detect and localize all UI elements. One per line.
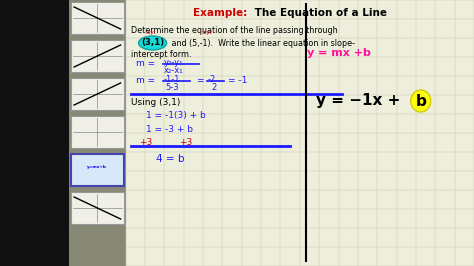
Ellipse shape — [411, 90, 431, 112]
Text: y = −1x +: y = −1x + — [316, 94, 405, 109]
Text: 4 = b: 4 = b — [155, 154, 184, 164]
Text: 5-3: 5-3 — [165, 83, 179, 92]
Text: -1-1: -1-1 — [164, 75, 180, 84]
Text: m =: m = — [136, 76, 158, 85]
Text: Using (3,1): Using (3,1) — [131, 98, 180, 107]
Text: x₁y₁: x₁y₁ — [146, 30, 156, 35]
FancyBboxPatch shape — [71, 192, 124, 224]
Text: Determine the equation of the line passing through: Determine the equation of the line passi… — [131, 26, 337, 35]
Text: x₂y₂: x₂y₂ — [201, 30, 212, 35]
FancyBboxPatch shape — [71, 154, 124, 186]
Text: =: = — [196, 76, 203, 85]
Text: +3: +3 — [179, 138, 192, 147]
Text: Example:: Example: — [193, 8, 251, 18]
Text: 1 = -1(3) + b: 1 = -1(3) + b — [146, 111, 205, 120]
Text: 1 = -3 + b: 1 = -3 + b — [146, 125, 192, 134]
FancyBboxPatch shape — [69, 0, 126, 266]
Text: -2: -2 — [208, 75, 216, 84]
Ellipse shape — [138, 36, 166, 50]
FancyBboxPatch shape — [0, 0, 126, 266]
Text: y = mx +b: y = mx +b — [307, 48, 371, 58]
Text: (3,1): (3,1) — [141, 39, 164, 48]
Text: and (5,-1).  Write the linear equation in slope-: and (5,-1). Write the linear equation in… — [169, 39, 355, 48]
Text: y₂-y₁: y₂-y₁ — [164, 58, 183, 67]
Text: m =: m = — [136, 59, 158, 68]
Text: The Equation of a Line: The Equation of a Line — [251, 8, 387, 18]
Text: 2: 2 — [211, 83, 217, 92]
FancyBboxPatch shape — [71, 78, 124, 110]
FancyBboxPatch shape — [71, 40, 124, 72]
FancyBboxPatch shape — [71, 116, 124, 148]
Text: b: b — [415, 94, 426, 109]
Text: intercept form.: intercept form. — [131, 50, 191, 59]
Text: x₂-x₁: x₂-x₁ — [164, 66, 183, 75]
Text: = -1: = -1 — [228, 76, 247, 85]
FancyBboxPatch shape — [71, 154, 124, 186]
FancyBboxPatch shape — [126, 0, 474, 266]
Text: +3: +3 — [138, 138, 152, 147]
Text: y=mx+b: y=mx+b — [87, 165, 107, 169]
FancyBboxPatch shape — [71, 2, 124, 34]
